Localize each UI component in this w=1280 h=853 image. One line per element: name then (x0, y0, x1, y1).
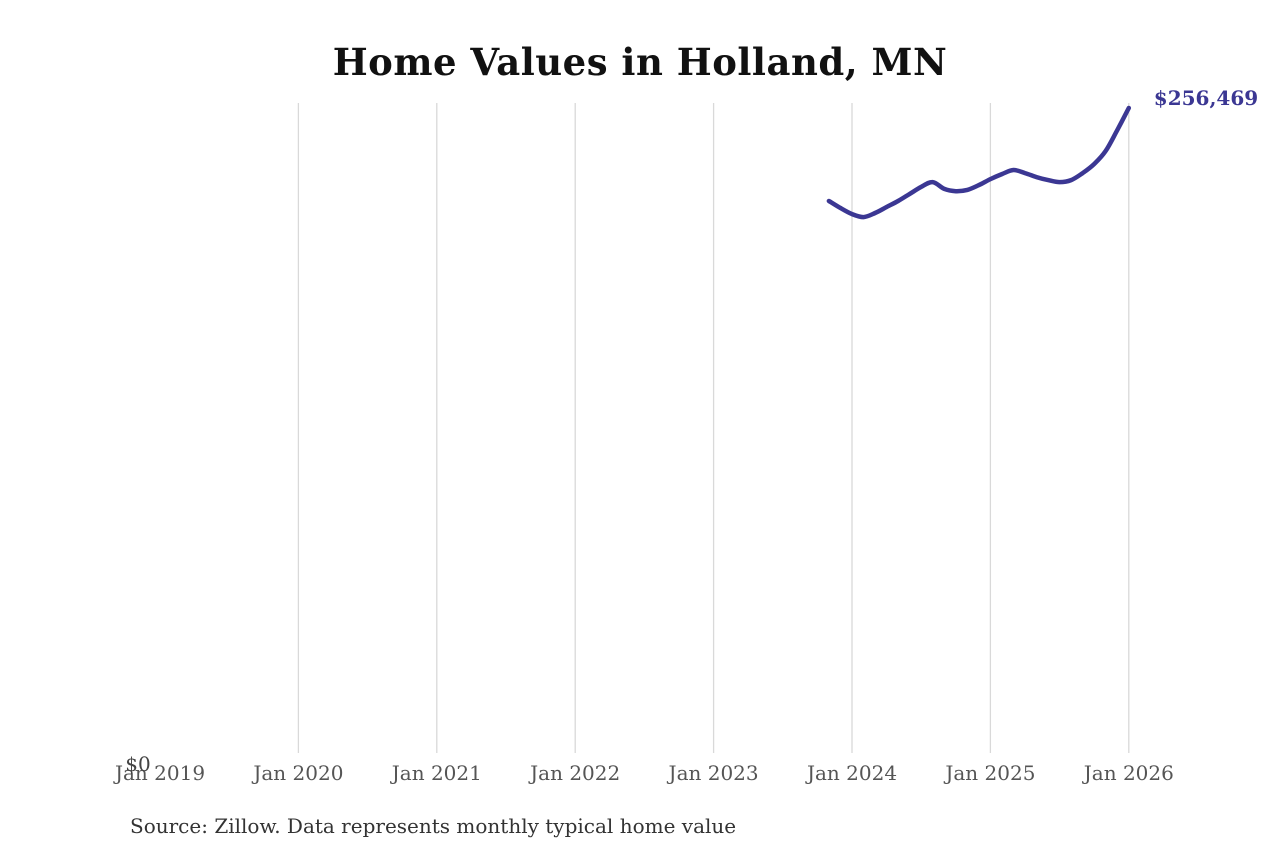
x-axis-label: Jan 2024 (806, 761, 898, 785)
y-axis-zero-label: $0 (125, 752, 151, 776)
x-axis-label: Jan 2026 (1083, 761, 1174, 785)
x-axis-label: Jan 2020 (253, 761, 344, 785)
x-axis-label: Jan 2023 (668, 761, 759, 785)
home-value-line (826, 105, 1132, 220)
latest-value-label: $256,469 (1153, 86, 1259, 110)
x-axis-label: Jan 2025 (945, 761, 1036, 785)
chart-title: Home Values in Holland, MN (332, 40, 948, 84)
x-axis-label: Jan 2019 (114, 761, 206, 785)
x-axis-label: Jan 2022 (530, 761, 621, 785)
source-note: Source: Zillow. Data represents monthly … (130, 814, 737, 838)
x-axis-label: Jan 2021 (391, 761, 482, 785)
